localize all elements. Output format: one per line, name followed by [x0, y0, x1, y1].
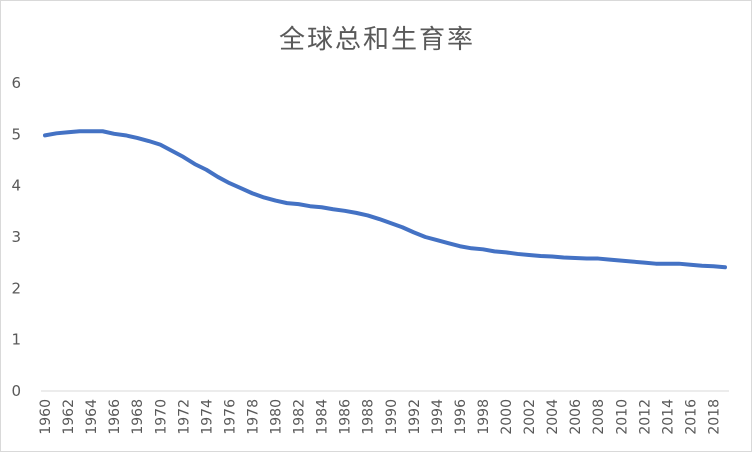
x-tick-label: 1970	[153, 399, 169, 435]
x-tick-label: 1992	[407, 399, 423, 435]
x-tick-label: 1994	[430, 399, 446, 435]
y-tick-label: 3	[11, 228, 21, 246]
x-tick-label: 2006	[568, 399, 584, 435]
x-tick-label: 1984	[315, 399, 331, 435]
x-tick-label: 1982	[292, 399, 308, 435]
y-tick-label: 0	[11, 382, 21, 400]
x-tick-label: 1988	[361, 399, 377, 435]
y-tick-label: 2	[11, 279, 21, 297]
x-tick-label: 1962	[61, 399, 77, 435]
y-tick-labels: 0 1 2 3 4 5 6	[11, 74, 21, 400]
y-tick-label: 4	[11, 177, 21, 195]
x-tick-label: 1976	[222, 399, 238, 435]
y-tick-label: 6	[11, 74, 21, 92]
chart-title: 全球总和生育率	[278, 25, 475, 55]
y-tick-label: 1	[11, 331, 21, 349]
x-tick-label: 2004	[545, 399, 561, 435]
x-tick-label: 1960	[38, 399, 54, 435]
x-tick-label: 1998	[476, 399, 492, 435]
x-tick-label: 2012	[637, 399, 653, 435]
x-tick-label: 1974	[199, 399, 215, 435]
x-tick-label: 2000	[499, 399, 515, 435]
x-tick-label: 1990	[384, 399, 400, 435]
x-tick-label: 1996	[453, 399, 469, 435]
x-tick-label: 2008	[591, 399, 607, 435]
x-tick-label: 1968	[130, 399, 146, 435]
x-tick-label: 1966	[107, 399, 123, 435]
x-tick-label: 2016	[683, 399, 699, 435]
x-tick-label: 1980	[269, 399, 285, 435]
x-tick-label: 1986	[338, 399, 354, 435]
x-tick-label: 1972	[176, 399, 192, 435]
y-tick-label: 5	[11, 125, 21, 143]
x-tick-label: 1964	[84, 399, 100, 435]
x-tick-label: 2014	[660, 399, 676, 435]
x-tick-label: 2002	[522, 399, 538, 435]
x-tick-labels: 1960 1962 1964 1966 1968 1970 1972 1974 1976 1978…	[38, 399, 722, 435]
x-tick-label: 1978	[245, 399, 261, 435]
x-tick-label: 2010	[614, 399, 630, 435]
x-tick-label: 2018	[706, 399, 722, 435]
series-line-fertility-rate	[43, 129, 727, 270]
